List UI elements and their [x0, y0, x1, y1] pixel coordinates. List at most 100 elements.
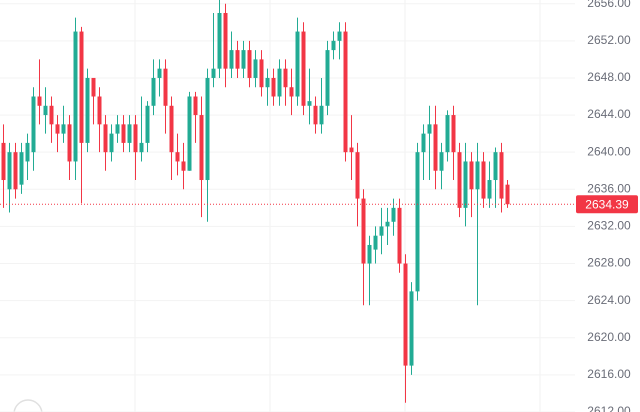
candle-body: [319, 105, 324, 125]
y-tick-label: 2624.00: [587, 293, 631, 307]
candle-body: [235, 50, 240, 69]
candle-body: [193, 96, 198, 116]
y-tick-label: 2620.00: [587, 330, 631, 344]
y-tick-label: 2636.00: [587, 181, 631, 195]
candle-body: [409, 291, 414, 366]
y-tick-label: 2632.00: [587, 219, 631, 233]
candle-body: [133, 124, 138, 153]
candle-body: [247, 50, 252, 78]
candle-body: [277, 68, 282, 97]
candle-body: [445, 115, 450, 153]
candle-body: [265, 77, 270, 88]
candle-body: [451, 115, 456, 153]
candle-body: [61, 124, 66, 134]
candle-body: [169, 105, 174, 153]
candle-body: [493, 152, 498, 181]
candle-body: [343, 31, 348, 153]
candle-body: [49, 105, 54, 125]
candle-body: [163, 68, 168, 106]
candle-body: [481, 161, 486, 199]
candle-body: [259, 59, 264, 88]
candle-body: [463, 161, 468, 208]
candle-body: [487, 180, 492, 199]
candle-body: [97, 96, 102, 125]
candle-body: [7, 152, 12, 190]
candle-body: [37, 96, 42, 106]
candle-body: [349, 147, 354, 153]
candle-body: [367, 244, 372, 264]
candle-body: [115, 124, 120, 134]
logo: [13, 399, 43, 412]
candle-body: [157, 68, 162, 78]
candle-body: [151, 77, 156, 106]
time-grid: [134, 0, 541, 412]
candle-body: [403, 263, 408, 366]
candle-body: [391, 207, 396, 222]
candle-body: [31, 96, 36, 153]
candle-body: [313, 105, 318, 125]
y-tick-label: 2640.00: [587, 144, 631, 158]
candle-body: [499, 152, 504, 199]
y-tick-label: 2648.00: [587, 70, 631, 84]
candle-body: [13, 152, 18, 190]
candle-body: [253, 59, 258, 78]
candle-body: [103, 124, 108, 153]
candle-body: [73, 31, 78, 162]
candle-body: [55, 124, 60, 134]
candle-body: [385, 221, 390, 227]
candle-body: [43, 105, 48, 116]
y-tick-label: 2616.00: [587, 367, 631, 381]
candle-body: [325, 50, 330, 106]
candle-body: [109, 133, 114, 153]
candle-body: [295, 31, 300, 97]
candle-body: [283, 68, 288, 88]
candle-body: [187, 96, 192, 171]
candle-body: [67, 124, 72, 162]
candle-body: [457, 152, 462, 208]
candle-body: [439, 152, 444, 171]
candle-body: [1, 142, 6, 181]
candle-body: [415, 152, 420, 292]
candle-body: [211, 68, 216, 78]
candle-body: [217, 12, 222, 69]
last-price-label: 2634.39: [585, 197, 629, 211]
candle-body: [19, 152, 24, 185]
candle-body: [271, 77, 276, 97]
candle-body: [427, 124, 432, 134]
candle-body: [25, 142, 30, 162]
candle-body: [145, 105, 150, 143]
candle-body: [475, 161, 480, 190]
y-tick-label: 2644.00: [587, 107, 631, 121]
candle-body: [469, 161, 474, 190]
candle-body: [121, 124, 126, 143]
candle-body: [373, 235, 378, 250]
candle-body: [337, 31, 342, 41]
candle-body: [91, 77, 96, 97]
y-tick-label: 2652.00: [587, 33, 631, 47]
candle-body: [241, 50, 246, 69]
candle-body: [301, 31, 306, 106]
candle-body: [175, 152, 180, 162]
candle-body: [229, 50, 234, 69]
candle-body: [397, 207, 402, 264]
candle-body: [79, 31, 84, 143]
candle-body: [379, 226, 384, 236]
candle-body: [307, 101, 312, 106]
candle-body: [421, 133, 426, 153]
candle-body: [433, 124, 438, 171]
candle-body: [361, 198, 366, 264]
candle-body: [127, 124, 132, 143]
candle-body: [85, 77, 90, 143]
candle-body: [205, 77, 210, 181]
y-tick-label: 2628.00: [587, 256, 631, 270]
candle-body: [355, 152, 360, 199]
candle-body: [199, 115, 204, 181]
y-tick-label: 2656.00: [587, 0, 631, 10]
candle-body: [181, 161, 186, 171]
y-tick-label: 2612.00: [587, 404, 631, 412]
last-price-tag: [576, 195, 638, 214]
candle-body: [223, 12, 228, 69]
candle-body: [505, 184, 510, 205]
